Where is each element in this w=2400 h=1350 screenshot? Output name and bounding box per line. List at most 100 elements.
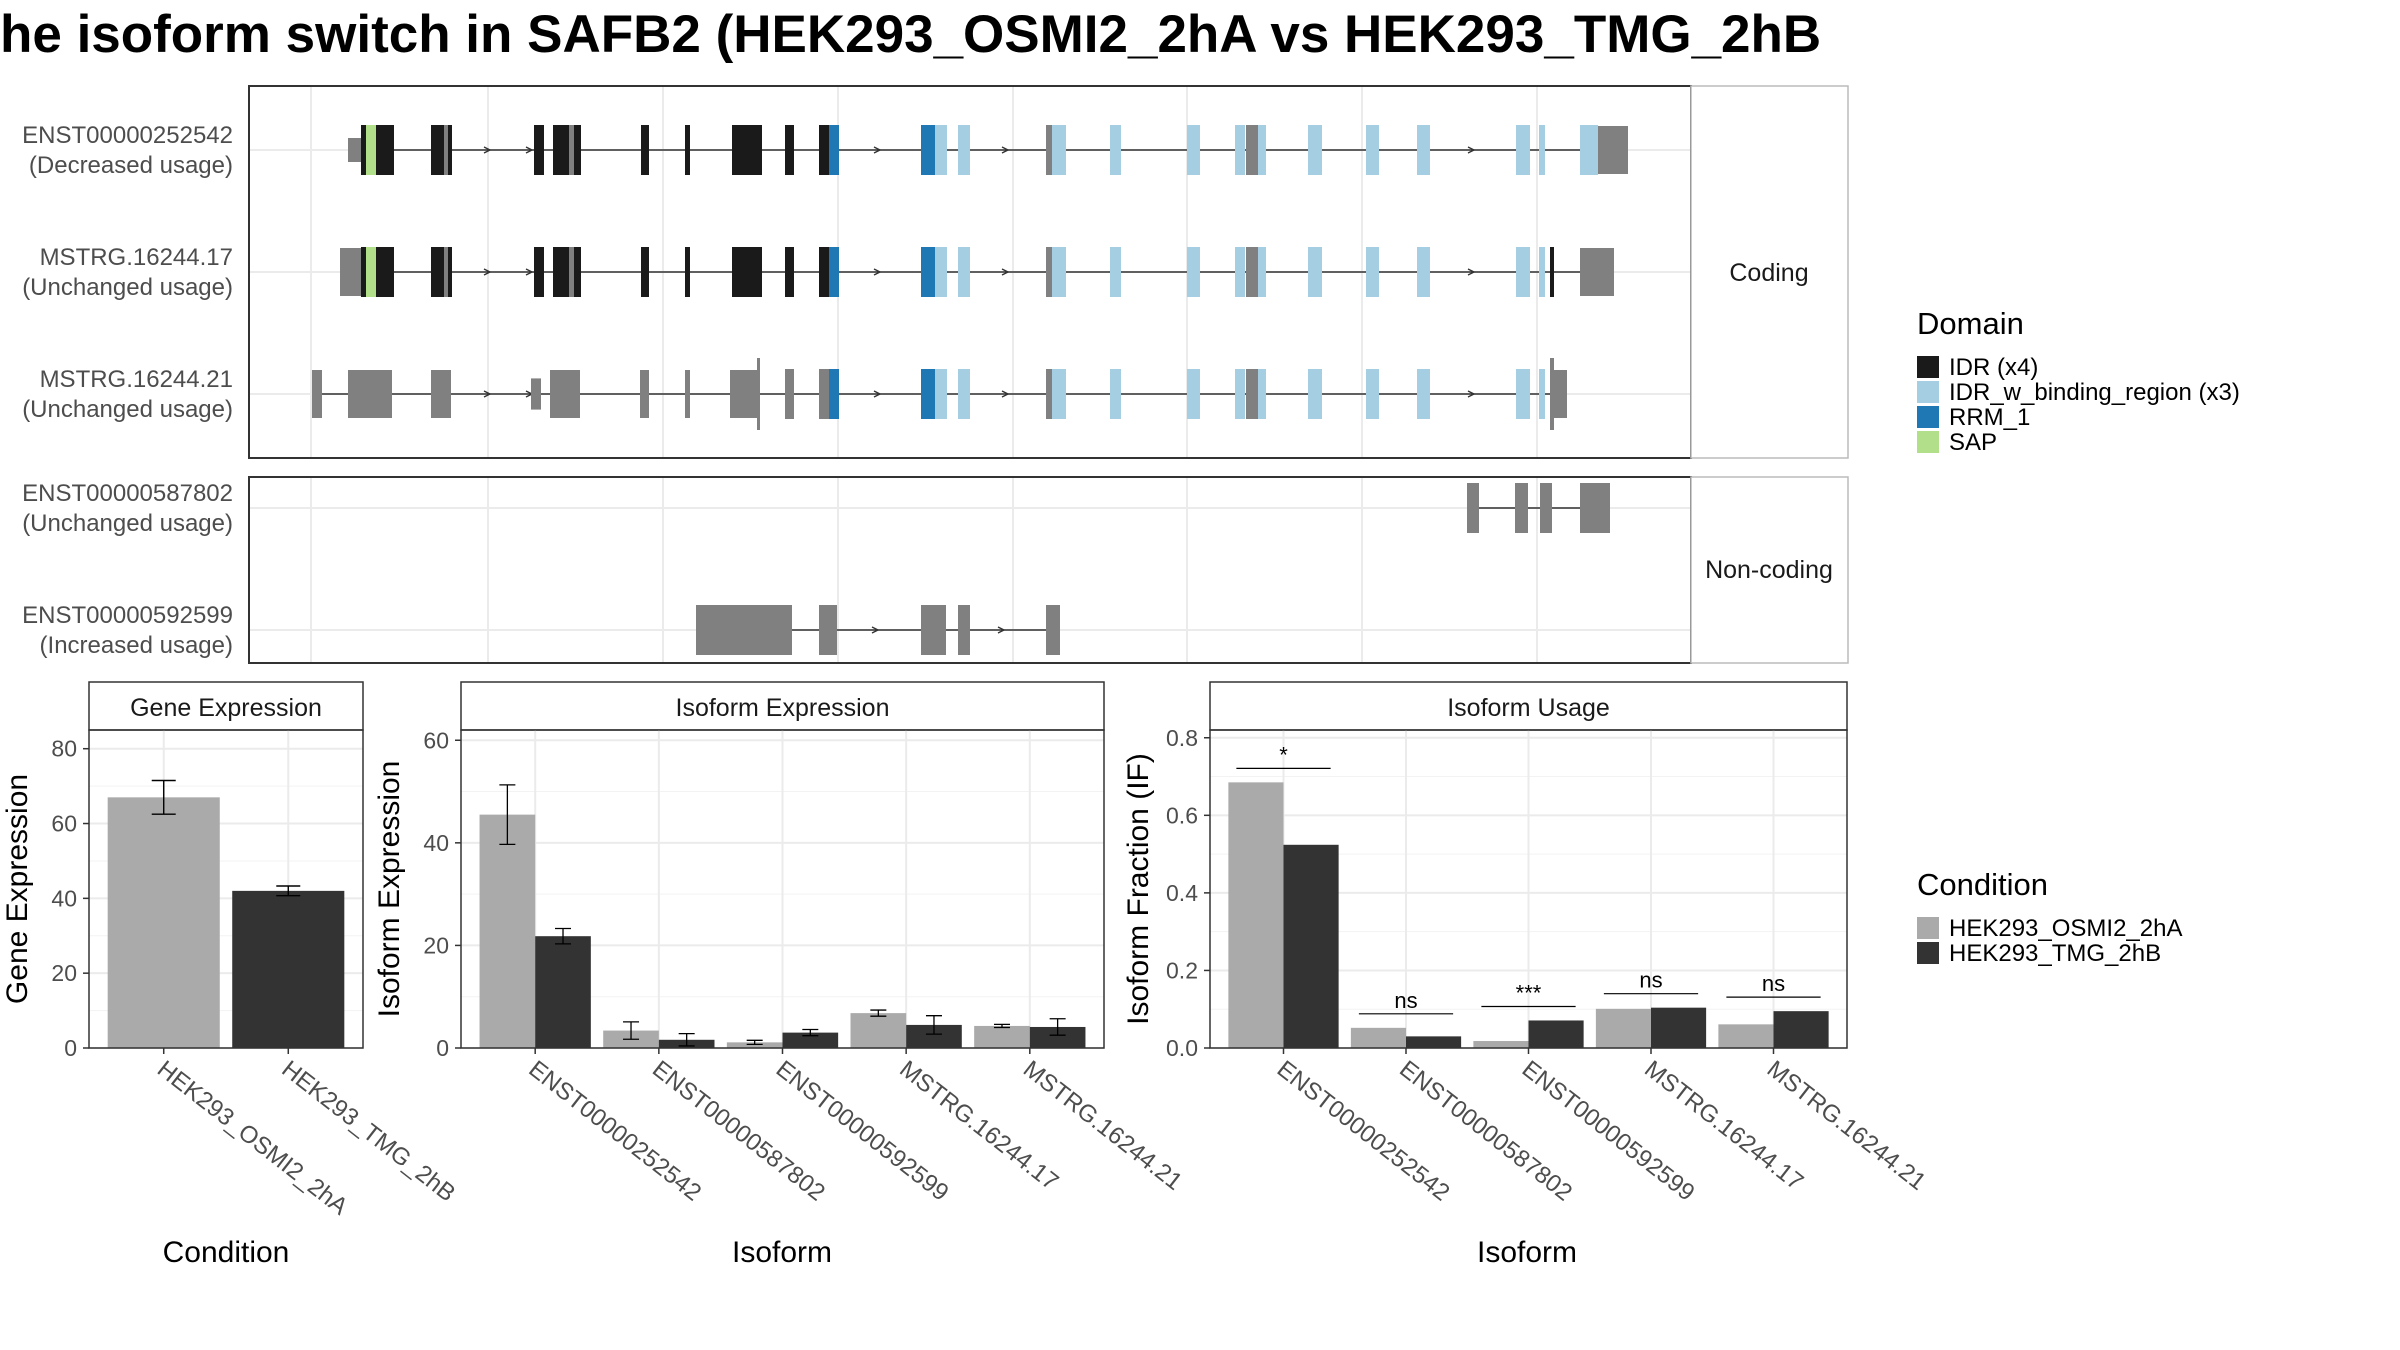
domain-exon bbox=[732, 247, 762, 297]
chart-strip bbox=[460, 681, 1105, 731]
domain-exon bbox=[829, 125, 839, 175]
domain-exon bbox=[935, 247, 947, 297]
domain-exon bbox=[1052, 247, 1066, 297]
condition-legend-swatch bbox=[1917, 942, 1939, 964]
intron-arrow bbox=[1001, 146, 1010, 154]
bar bbox=[1773, 1011, 1829, 1048]
domain-exon bbox=[366, 247, 376, 297]
domain-exon bbox=[1366, 247, 1379, 297]
intron-arrow bbox=[1467, 268, 1476, 276]
domain-exon bbox=[1258, 247, 1266, 297]
y-tick-label: 20 bbox=[423, 932, 449, 958]
condition-legend-swatch bbox=[1917, 917, 1939, 939]
domain-exon bbox=[1516, 369, 1530, 419]
error-bar bbox=[925, 1015, 942, 1035]
domain-exon bbox=[1516, 125, 1530, 175]
strip-label-coding: Coding bbox=[1729, 259, 1808, 287]
condition-legend-label: HEK293_OSMI2_2hA bbox=[1949, 915, 2182, 942]
bar bbox=[232, 890, 345, 1048]
error-bar bbox=[802, 1028, 819, 1037]
terminal-exon bbox=[1580, 248, 1614, 296]
domain-exon bbox=[1258, 125, 1266, 175]
intron-arrow bbox=[871, 626, 880, 634]
chart-isoform-expression: Isoform Expression0204060ENST00000252542… bbox=[373, 681, 1187, 1269]
domain-exon bbox=[785, 247, 794, 297]
error-bar bbox=[870, 1009, 887, 1017]
noncoding-exon bbox=[819, 605, 837, 655]
domain-exon bbox=[958, 369, 970, 419]
bar bbox=[1595, 1008, 1651, 1048]
intron-arrow bbox=[525, 146, 534, 154]
y-tick-label: 20 bbox=[51, 960, 77, 986]
domain-exon bbox=[1308, 125, 1322, 175]
y-tick-label: 0.6 bbox=[1166, 802, 1198, 828]
y-tick-label: 0.4 bbox=[1166, 880, 1198, 906]
intron-arrow bbox=[873, 146, 882, 154]
utr-exon bbox=[640, 370, 649, 418]
domain-exon bbox=[448, 247, 452, 297]
bar bbox=[1029, 1026, 1086, 1048]
domain-exon bbox=[1417, 125, 1430, 175]
domain-exon bbox=[553, 125, 569, 175]
intron-arrow bbox=[873, 268, 882, 276]
bar bbox=[850, 1013, 907, 1048]
condition-legend-title: Condition bbox=[1917, 867, 2048, 902]
y-tick-label: 0.2 bbox=[1166, 957, 1198, 983]
intron-arrow bbox=[1001, 268, 1010, 276]
bar bbox=[479, 814, 536, 1048]
domain-exon bbox=[1046, 247, 1052, 297]
transcript-usage-label: (Unchanged usage) bbox=[22, 274, 233, 301]
utr-exon bbox=[348, 370, 392, 418]
bar bbox=[1406, 1036, 1462, 1048]
chart-title: Isoform Usage bbox=[1447, 694, 1610, 722]
domain-exon bbox=[553, 247, 569, 297]
y-axis-label: Gene Expression bbox=[1, 774, 34, 1004]
domain-exon bbox=[921, 369, 935, 419]
error-bar bbox=[499, 784, 516, 846]
domain-exon bbox=[785, 125, 794, 175]
y-tick-label: 0 bbox=[64, 1035, 77, 1061]
domain-exon bbox=[1417, 247, 1430, 297]
chart-strip bbox=[1209, 681, 1848, 731]
domain-exon bbox=[444, 125, 450, 175]
domain-exon bbox=[685, 247, 690, 297]
domain-exon bbox=[819, 369, 829, 419]
domain-exon bbox=[1417, 369, 1430, 419]
transcript-label: MSTRG.16244.21 bbox=[40, 366, 233, 393]
domain-exon bbox=[935, 369, 947, 419]
intron-arrow bbox=[1467, 146, 1476, 154]
domain-exon bbox=[574, 247, 581, 297]
transcript-label: MSTRG.16244.17 bbox=[40, 244, 233, 271]
y-axis-label: Isoform Expression bbox=[373, 761, 406, 1018]
significance-label: *** bbox=[1516, 980, 1542, 1005]
domain-exon bbox=[384, 125, 394, 175]
transcript-usage-label: (Unchanged usage) bbox=[22, 396, 233, 423]
significance-label: ns bbox=[1762, 971, 1785, 996]
noncoding-exon bbox=[958, 605, 970, 655]
y-tick-label: 80 bbox=[51, 736, 77, 762]
terminal-exon bbox=[1553, 370, 1567, 418]
domain-legend-swatch bbox=[1917, 356, 1939, 378]
domain-exon bbox=[534, 125, 544, 175]
domain-exon bbox=[1308, 247, 1322, 297]
intron-arrow bbox=[1467, 390, 1476, 398]
significance-label: * bbox=[1279, 742, 1288, 767]
utr-exon bbox=[431, 370, 451, 418]
domain-exon bbox=[732, 125, 762, 175]
bar bbox=[1718, 1024, 1774, 1048]
bar bbox=[1350, 1027, 1406, 1048]
domain-exon bbox=[1246, 247, 1258, 297]
strip-label-noncoding: Non-coding bbox=[1705, 556, 1833, 584]
intron-arrow bbox=[525, 268, 534, 276]
bar bbox=[1283, 844, 1339, 1048]
bar bbox=[1228, 782, 1284, 1048]
y-tick-label: 0.0 bbox=[1166, 1035, 1198, 1061]
domain-exon bbox=[376, 125, 384, 175]
coding-strip bbox=[1690, 85, 1849, 459]
chart-title: Isoform Expression bbox=[676, 694, 890, 722]
y-tick-label: 60 bbox=[51, 811, 77, 837]
noncoding-exon bbox=[1540, 483, 1552, 533]
domain-exon bbox=[921, 247, 935, 297]
domain-legend-swatch bbox=[1917, 406, 1939, 428]
